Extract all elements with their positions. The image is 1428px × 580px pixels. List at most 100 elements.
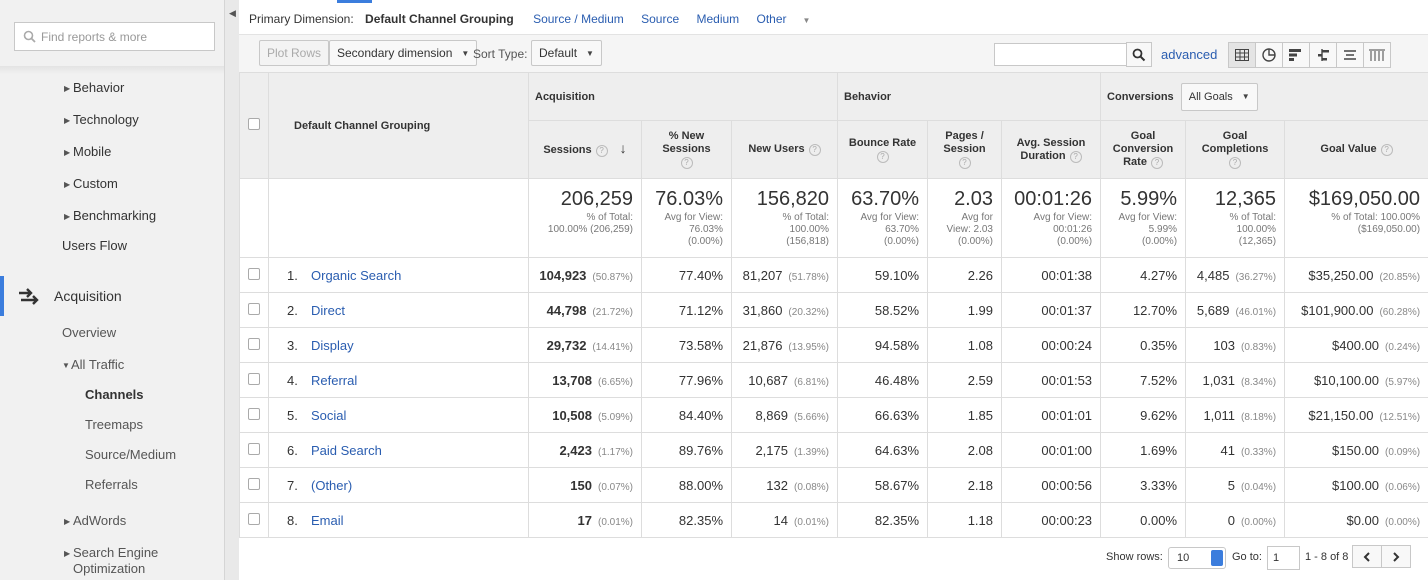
total-sub: Avg for View:	[664, 212, 723, 223]
table-search-button[interactable]	[1126, 42, 1152, 67]
help-icon[interactable]: ?	[958, 157, 971, 169]
advanced-filter-link[interactable]: advanced	[1161, 47, 1218, 62]
channel-link[interactable]: Organic Search	[311, 267, 402, 283]
goal-value-value: $150.00	[1332, 442, 1380, 458]
row-checkbox[interactable]	[248, 372, 260, 385]
table-row[interactable]: 3. Display 29,732 (14.41%) 73.58% 21,876 (13.9…	[239, 327, 1428, 363]
channel-link[interactable]: Referral	[311, 372, 358, 388]
nav-referrals[interactable]: Referrals	[85, 477, 138, 492]
channel-cell: 3. Display	[268, 327, 529, 363]
table-row[interactable]: 7. (Other) 150 (0.07%) 88.00% 132 (0.08%) 58.67…	[239, 467, 1428, 503]
goal-value-pct: (5.97%)	[1385, 376, 1421, 388]
help-icon[interactable]: ?	[808, 144, 821, 156]
row-number: 3.	[287, 337, 298, 353]
row-checkbox[interactable]	[248, 442, 260, 455]
nav-channels[interactable]: Channels	[85, 387, 144, 402]
goals-dropdown[interactable]: All Goals ▼	[1180, 82, 1258, 111]
goal-completions-cell: 5 (0.04%)	[1185, 467, 1286, 503]
channel-link[interactable]: Paid Search	[311, 442, 382, 458]
prev-page-button[interactable]	[1352, 545, 1382, 568]
nav-overview[interactable]: Overview	[62, 325, 117, 340]
col-new-users[interactable]: New Users?	[731, 120, 838, 179]
row-checkbox[interactable]	[248, 477, 260, 490]
comparison-view-button[interactable]	[1309, 42, 1337, 68]
secondary-dimension-dropdown[interactable]: Secondary dimension ▼	[329, 40, 478, 66]
nav-custom[interactable]: ▶ Custom	[64, 176, 118, 191]
goto-page-input[interactable]: 1	[1267, 546, 1300, 570]
nav-acquisition[interactable]: Acquisition	[54, 288, 122, 304]
row-number: 8.	[287, 512, 298, 528]
help-icon[interactable]: ?	[680, 157, 693, 169]
col-avg-duration[interactable]: Avg. Session Duration?	[1000, 120, 1102, 179]
row-checkbox[interactable]	[248, 407, 260, 420]
nav-users-flow[interactable]: Users Flow	[62, 238, 128, 253]
goal-value-cell: $400.00 (0.24%)	[1284, 327, 1428, 363]
chevron-down-icon: ▼	[461, 48, 470, 58]
nav-technology[interactable]: ▶ Technology	[64, 112, 139, 127]
pages-session-cell: 1.08	[927, 327, 1002, 363]
help-icon[interactable]: ?	[1229, 157, 1242, 169]
select-all-checkbox[interactable]	[248, 118, 260, 130]
help-icon[interactable]: ?	[595, 145, 608, 157]
channel-link[interactable]: Social	[311, 407, 347, 423]
table-row[interactable]: 2. Direct 44,798 (21.72%) 71.12% 31,860 (20.32…	[239, 292, 1428, 328]
nav-all-traffic[interactable]: ▼All Traffic	[62, 357, 124, 372]
sessions-pct: (1.17%)	[597, 446, 633, 458]
next-page-button[interactable]	[1381, 545, 1411, 568]
table-row[interactable]: 8. Email 17 (0.01%) 82.35% 14 (0.01%) 82.35% 1.1…	[239, 502, 1428, 538]
row-checkbox[interactable]	[248, 512, 260, 525]
nav-adwords[interactable]: ▶ AdWords	[64, 513, 126, 528]
table-row[interactable]: 6. Paid Search 2,423 (1.17%) 89.76% 2,175 (1.3…	[239, 432, 1428, 468]
term-cloud-view-button[interactable]	[1336, 42, 1364, 68]
help-icon[interactable]: ?	[1380, 144, 1393, 156]
col-goal-value[interactable]: Goal Value?	[1284, 120, 1428, 179]
table-row[interactable]: 5. Social 10,508 (5.09%) 84.40% 8,869 (5.66%) 6…	[239, 397, 1428, 433]
channel-link[interactable]: Direct	[311, 302, 345, 318]
channel-link[interactable]: (Other)	[311, 477, 353, 493]
bounce-rate-cell: 58.52%	[837, 292, 928, 328]
nav-benchmarking[interactable]: ▶ Benchmarking	[64, 208, 156, 223]
sort-type-dropdown[interactable]: Default ▼	[531, 40, 602, 66]
pie-view-button[interactable]	[1255, 42, 1283, 68]
bar-view-button[interactable]	[1282, 42, 1310, 68]
col-bounce-rate[interactable]: Bounce Rate?	[837, 120, 928, 179]
pagination	[1352, 545, 1411, 568]
nav-source-medium[interactable]: Source/Medium	[85, 447, 177, 462]
table-filter-input[interactable]	[994, 43, 1128, 66]
show-rows-select[interactable]: 10	[1168, 547, 1226, 569]
table-row[interactable]: 1. Organic Search 104,923 (50.87%) 77.40% 81,…	[239, 257, 1428, 293]
plot-rows-button[interactable]: Plot Rows	[259, 40, 330, 66]
dimension-header[interactable]: Default Channel Grouping	[268, 72, 529, 179]
channel-link[interactable]: Email	[311, 512, 344, 528]
nav-behavior[interactable]: ▶ Behavior	[64, 80, 124, 95]
table-row[interactable]: 4. Referral 13,708 (6.65%) 77.96% 10,687 (6.81…	[239, 362, 1428, 398]
help-icon[interactable]: ?	[1069, 150, 1082, 163]
help-icon[interactable]: ?	[1150, 157, 1163, 169]
pivot-view-button[interactable]	[1363, 42, 1391, 68]
channel-link[interactable]: Display	[311, 337, 354, 353]
col-pages-session[interactable]: Pages / Session?	[927, 120, 1002, 179]
row-checkbox[interactable]	[248, 337, 260, 350]
dimension-source-medium[interactable]: Source / Medium	[533, 12, 624, 26]
goal-value-value: $0.00	[1346, 512, 1380, 528]
nav-seo[interactable]: ▶ Search Engine Optimization	[64, 545, 158, 576]
col-goal-completions[interactable]: Goal Completions?	[1185, 120, 1286, 179]
sidebar-search-input[interactable]: Find reports & more	[14, 22, 215, 51]
col-new-sessions[interactable]: % New Sessions?	[641, 120, 732, 179]
table-view-button[interactable]	[1228, 42, 1256, 68]
row-checkbox[interactable]	[248, 267, 260, 280]
help-icon[interactable]: ?	[876, 150, 889, 163]
row-checkbox-cell	[239, 257, 269, 293]
col-sessions[interactable]: Sessions? ↓	[528, 120, 642, 179]
report-main: Primary Dimension: Default Channel Group…	[239, 0, 1428, 580]
dimension-medium[interactable]: Medium	[696, 12, 740, 26]
sidebar-collapse-handle[interactable]: ◀	[224, 0, 239, 580]
col-goal-conversion-rate[interactable]: Goal Conversion Rate?	[1100, 120, 1187, 179]
dimension-source[interactable]: Source	[641, 12, 680, 26]
row-checkbox[interactable]	[248, 302, 260, 315]
dimension-other[interactable]: Other ▼	[757, 12, 825, 26]
nav-mobile[interactable]: ▶ Mobile	[64, 144, 111, 159]
new-users-pct: (6.81%)	[793, 376, 829, 388]
nav-treemaps[interactable]: Treemaps	[85, 417, 144, 432]
